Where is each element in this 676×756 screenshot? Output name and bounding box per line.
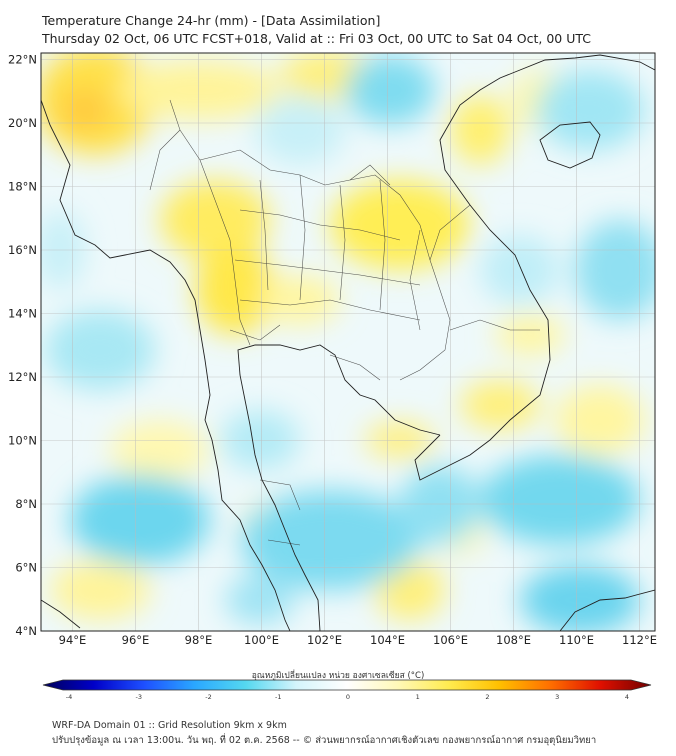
longitude-label: 108°E [496, 633, 531, 647]
longitude-label: 106°E [433, 633, 468, 647]
temperature-field [41, 53, 655, 631]
longitude-label: 112°E [622, 633, 657, 647]
longitude-label: 96°E [122, 633, 150, 647]
map-frame [40, 52, 656, 632]
coastline-outline [41, 54, 655, 631]
longitude-label: 94°E [59, 633, 87, 647]
map-subtitle: Thursday 02 Oct, 06 UTC FCST+018, Valid … [42, 31, 591, 46]
longitude-label: 102°E [307, 633, 342, 647]
colorbar-tick: 0 [346, 693, 350, 701]
colorbar-tick: -4 [66, 693, 72, 701]
latitude-label: 14°N [8, 307, 37, 321]
latitude-label: 10°N [8, 434, 37, 448]
province-borders [149, 99, 540, 546]
latitude-label: 22°N [8, 53, 37, 67]
longitude-labels: 94°E 96°E 98°E 100°E 102°E 104°E 106°E 108°E 110… [59, 633, 657, 647]
latitude-label: 12°N [8, 370, 37, 384]
colorbar-tick: 2 [485, 693, 489, 701]
latitude-label: 18°N [8, 180, 37, 194]
colorbar-tick: -3 [136, 693, 142, 701]
colorbar-ticks: -4 -3 -2 -1 0 1 2 3 4 [66, 693, 629, 701]
colorbar-tick: 4 [625, 693, 629, 701]
latitude-label: 6°N [15, 561, 37, 575]
longitude-label: 110°E [559, 633, 594, 647]
latitude-label: 4°N [15, 624, 37, 638]
colorbar-tick: 1 [416, 693, 420, 701]
footer-model-info: WRF-DA Domain 01 :: Grid Resolution 9km … [52, 720, 287, 731]
colorbar-tick: -1 [275, 693, 281, 701]
longitude-label: 98°E [185, 633, 213, 647]
colorbar-tick: -2 [205, 693, 211, 701]
longitude-label: 104°E [370, 633, 405, 647]
latitude-label: 8°N [15, 497, 37, 511]
colorbar: -4 -3 -2 -1 0 1 2 3 4 [42, 679, 652, 701]
latitude-labels: 22°N 20°N 18°N 16°N 14°N 12°N 10°N 8°N 6°N 4°N [8, 53, 37, 639]
longitude-label: 100°E [244, 633, 279, 647]
colorbar-tick: 3 [555, 693, 559, 701]
latitude-label: 20°N [8, 116, 37, 130]
latitude-label: 16°N [8, 243, 37, 257]
map-title: Temperature Change 24-hr (mm) - [Data As… [42, 13, 381, 28]
colorbar-label: อุณหภูมิเปลี่ยนแปลง หน่วย องศาเซลเซียส (… [251, 671, 425, 681]
footer-update-info: ปรับปรุงข้อมูล ณ เวลา 13:00น. วัน พฤ. ที… [52, 735, 597, 746]
